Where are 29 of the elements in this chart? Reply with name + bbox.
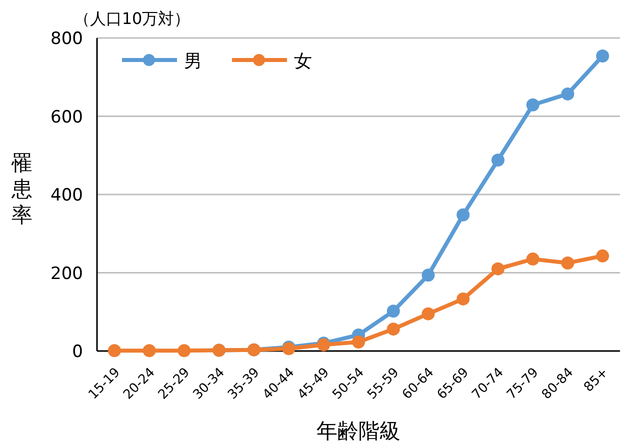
point: [596, 249, 610, 262]
point: [491, 154, 504, 167]
point: [596, 50, 610, 62]
point: [386, 304, 400, 318]
point: [526, 98, 540, 112]
point: [178, 344, 191, 358]
x-axis-title: 年齢階級: [316, 419, 400, 443]
y-tick-label: 200: [50, 264, 83, 284]
point: [352, 336, 365, 348]
point: [422, 307, 435, 320]
point: [526, 252, 540, 266]
point: [561, 87, 574, 100]
point: [422, 268, 435, 282]
point: [386, 322, 400, 336]
chart-subtitle: （人口10万対）: [74, 9, 190, 28]
y-tick-label: 400: [50, 186, 83, 206]
x-tick-label: 85+: [581, 365, 612, 396]
point: [142, 344, 156, 358]
point: [491, 262, 504, 276]
y-tick-label: 600: [50, 107, 83, 128]
point: [561, 256, 574, 270]
legend-label: 男: [184, 51, 202, 72]
point: [108, 344, 121, 358]
y-axis-title: 罹患率: [10, 151, 32, 227]
legend-label: 女: [294, 51, 312, 72]
point: [456, 208, 470, 222]
y-tick-label: 0: [72, 342, 83, 362]
point: [456, 292, 470, 306]
y-tick-label: 800: [50, 29, 83, 49]
